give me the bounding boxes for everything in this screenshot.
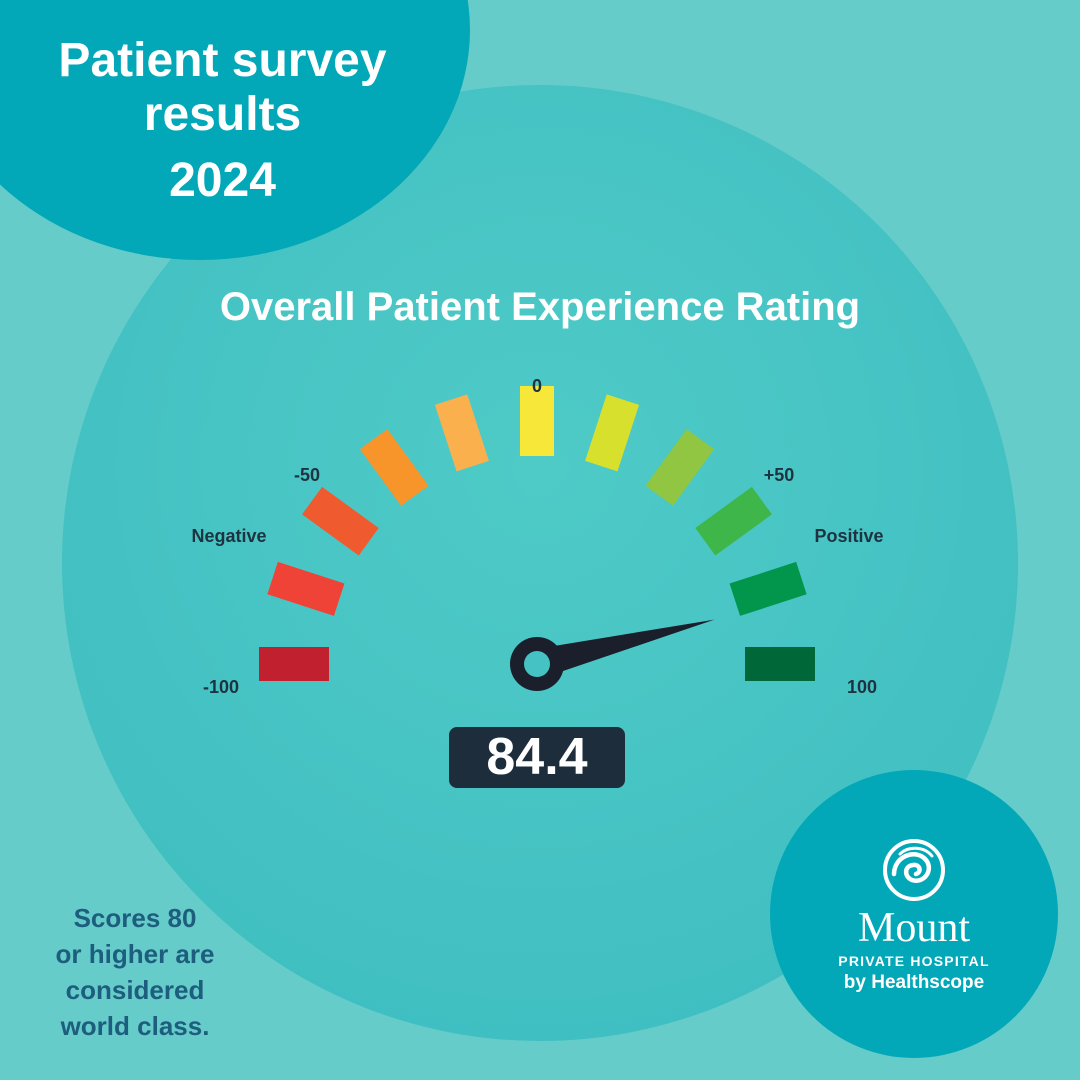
brand-name: Mount <box>857 905 970 951</box>
world-class-note: Scores 80 or higher are considered world… <box>30 900 240 1044</box>
tick-label-minus-50: -50 <box>294 465 320 485</box>
chart-title: Overall Patient Experience Rating <box>219 285 861 329</box>
needle-pointer <box>533 619 715 679</box>
gauge-segment-11 <box>745 647 815 681</box>
brand-subtitle: PRIVATE HOSPITAL <box>838 953 990 969</box>
gauge-needle <box>510 619 715 691</box>
title-line-1: Patient survey <box>58 34 387 87</box>
gauge-segment-9 <box>695 486 772 556</box>
score-value: 84.4 <box>449 727 625 788</box>
gauge-segment-4 <box>359 429 429 506</box>
wave-logo-icon <box>883 839 945 901</box>
brand-byline: by Healthscope <box>843 972 985 993</box>
gauge-segment-10 <box>729 561 807 616</box>
gauge-segment-5 <box>434 394 489 472</box>
negative-label: Negative <box>191 526 266 546</box>
gauge-segment-1 <box>259 647 329 681</box>
needle-hub-hole <box>524 651 550 677</box>
page-title: Patient survey results 2024 <box>0 34 445 208</box>
positive-label: Positive <box>814 526 883 546</box>
note-line-3: considered <box>65 975 205 1005</box>
note-line-1: Scores 80 <box>73 903 197 933</box>
gauge-segment-8 <box>645 429 715 506</box>
title-year: 2024 <box>169 154 276 207</box>
gauge-segment-2 <box>267 561 345 616</box>
tick-label-0: 0 <box>532 376 542 396</box>
note-line-4: world class. <box>60 1011 210 1041</box>
brand-logo-circle <box>770 770 1058 1058</box>
gauge-segments <box>259 386 815 681</box>
note-line-2: or higher are <box>55 939 215 969</box>
gauge-segment-6 <box>520 386 554 456</box>
tick-label-minus-100: -100 <box>203 677 239 697</box>
title-line-2: results <box>143 88 302 141</box>
gauge-segment-3 <box>302 486 379 556</box>
tick-label-plus-50: +50 <box>764 465 795 485</box>
gauge-segment-7 <box>585 394 640 472</box>
tick-label-100: 100 <box>847 677 877 697</box>
